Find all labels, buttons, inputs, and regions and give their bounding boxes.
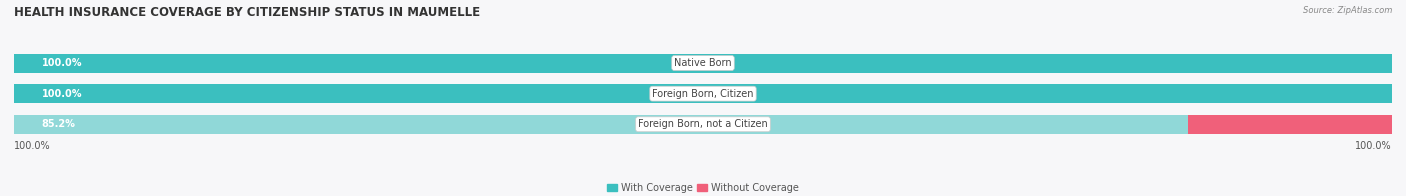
Text: 100.0%: 100.0% <box>42 89 82 99</box>
Text: Foreign Born, not a Citizen: Foreign Born, not a Citizen <box>638 119 768 129</box>
Text: Source: ZipAtlas.com: Source: ZipAtlas.com <box>1302 6 1392 15</box>
Bar <box>14 115 1392 134</box>
Bar <box>14 54 1392 73</box>
Text: HEALTH INSURANCE COVERAGE BY CITIZENSHIP STATUS IN MAUMELLE: HEALTH INSURANCE COVERAGE BY CITIZENSHIP… <box>14 6 481 19</box>
Text: 100.0%: 100.0% <box>42 58 82 68</box>
Bar <box>14 54 1392 73</box>
Text: Native Born: Native Born <box>675 58 731 68</box>
Text: 85.2%: 85.2% <box>42 119 76 129</box>
Bar <box>14 84 1392 103</box>
Text: 100.0%: 100.0% <box>1355 141 1392 151</box>
Legend: With Coverage, Without Coverage: With Coverage, Without Coverage <box>603 179 803 196</box>
Bar <box>14 115 1188 134</box>
Text: Foreign Born, Citizen: Foreign Born, Citizen <box>652 89 754 99</box>
Bar <box>14 84 1392 103</box>
Text: 100.0%: 100.0% <box>14 141 51 151</box>
Bar <box>1188 115 1392 134</box>
